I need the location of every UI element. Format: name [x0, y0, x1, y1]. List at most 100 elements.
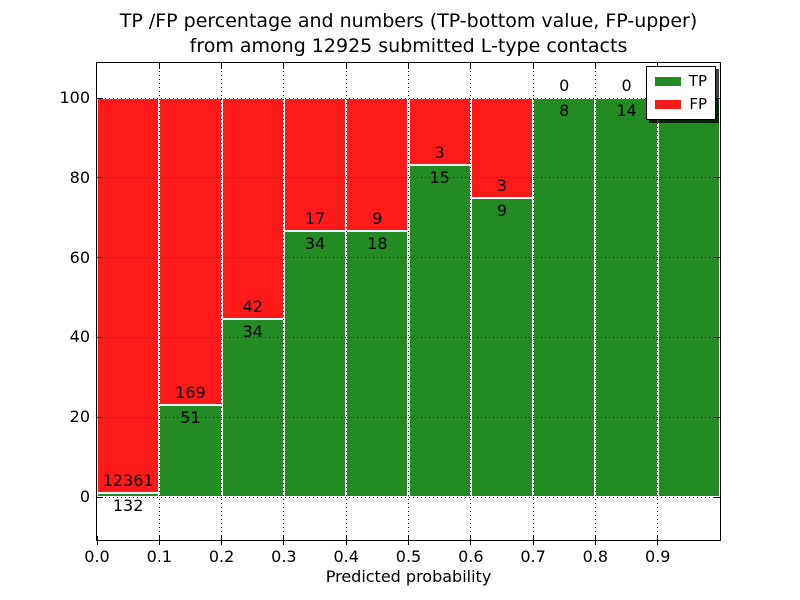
gridline-vertical	[408, 63, 409, 540]
bar-tp-segment	[470, 197, 534, 497]
y-tick-mark-left	[97, 257, 103, 259]
bar-tp-segment	[97, 492, 160, 497]
y-tick-mark-left	[97, 177, 103, 179]
x-tick-mark-top	[158, 63, 160, 69]
x-tick-label: 0.7	[520, 547, 546, 566]
bar-fp-segment	[346, 98, 409, 231]
bar-tp-segment	[533, 98, 596, 497]
bar-label-tp: 9	[496, 200, 508, 220]
legend-swatch-tp-icon	[655, 76, 681, 86]
y-tick-mark-right	[714, 177, 720, 179]
x-tick-mark	[283, 536, 285, 545]
chart-title: TP /FP percentage and numbers (TP-bottom…	[96, 9, 721, 59]
y-tick-label: 0	[79, 487, 90, 506]
x-axis-label: Predicted probability	[325, 567, 492, 586]
bar-label-tp: 15	[429, 167, 450, 187]
y-tick-mark-left	[97, 97, 103, 99]
bar-fp-segment	[283, 98, 347, 231]
y-tick-mark-right	[714, 496, 720, 498]
y-tick-label: 100	[59, 88, 90, 107]
gridline-vertical	[158, 63, 160, 540]
x-tick-label: 0.6	[458, 547, 484, 566]
bar-tp-segment	[221, 318, 284, 497]
x-tick-mark	[96, 536, 98, 545]
bar-label-fp: 0	[621, 76, 632, 95]
x-tick-mark	[345, 536, 347, 545]
x-tick-mark-top	[221, 63, 223, 69]
bar-label-tp: 14	[616, 101, 637, 120]
bar-tp-segment	[657, 98, 720, 497]
x-tick-mark	[657, 536, 659, 545]
legend-entry-tp: TP	[655, 73, 707, 89]
gridline-vertical	[283, 63, 285, 540]
legend-label-fp: FP	[689, 95, 707, 113]
chart-title-line1: TP /FP percentage and numbers (TP-bottom…	[119, 10, 698, 32]
x-tick-mark	[158, 536, 160, 545]
y-tick-label: 40	[69, 327, 90, 347]
bar-label-fp: 12361	[102, 470, 154, 490]
legend-swatch-fp-icon	[655, 99, 681, 109]
y-tick-mark-left	[97, 496, 103, 498]
x-tick-label: 0.0	[84, 547, 110, 566]
bar-label-tp: 34	[304, 234, 326, 253]
x-tick-mark-top	[283, 63, 285, 69]
x-tick-mark-top	[594, 63, 596, 69]
bar-label-fp: 3	[434, 142, 445, 162]
y-tick-mark-right	[714, 336, 720, 338]
bar-label-tp: 51	[180, 407, 201, 427]
y-tick-mark-left	[97, 416, 103, 418]
gridline-vertical	[657, 63, 659, 540]
bar-label-tp: 132	[112, 495, 144, 515]
x-tick-mark	[532, 536, 534, 545]
legend-label-tp: TP	[688, 72, 707, 90]
bar-label-fp: 17	[304, 209, 326, 228]
bar-label-tp: 18	[367, 234, 388, 253]
y-tick-label: 20	[69, 407, 90, 427]
plot-area: 1236113216951423417349183153908014060.00…	[59, 62, 721, 566]
bar-tp-segment	[595, 98, 658, 497]
gridline-vertical	[221, 63, 223, 540]
x-tick-mark	[470, 536, 472, 545]
bar-tp-segment	[283, 231, 347, 497]
bar-label-fp: 3	[496, 175, 508, 195]
bar-label-tp: 34	[242, 321, 263, 341]
bar-fp-segment	[470, 98, 534, 198]
x-tick-label: 0.9	[644, 547, 671, 566]
x-tick-label: 0.3	[271, 547, 297, 566]
bar-label-fp: 9	[372, 209, 383, 228]
y-tick-mark-right	[714, 257, 720, 259]
y-tick-label: 80	[69, 167, 90, 187]
x-tick-label: 0.1	[146, 547, 173, 566]
gridline-vertical	[470, 63, 472, 540]
bar-label-fp: 0	[559, 76, 570, 95]
x-tick-mark	[221, 536, 223, 545]
gridline-vertical	[345, 63, 347, 540]
gridline-vertical	[594, 63, 596, 540]
bar-fp-segment	[159, 98, 222, 405]
x-tick-mark	[408, 536, 409, 545]
x-tick-mark-top	[470, 63, 472, 69]
y-tick-mark-right	[714, 97, 720, 99]
bar-label-fp: 169	[175, 382, 206, 402]
legend: TP FP	[646, 66, 716, 120]
y-tick-mark-right	[714, 416, 720, 418]
x-tick-mark-top	[408, 63, 409, 69]
x-tick-label: 0.8	[582, 547, 609, 566]
bar-tp-segment	[159, 404, 222, 497]
x-tick-mark	[594, 536, 596, 545]
x-tick-mark-top	[532, 63, 534, 69]
y-tick-label: 60	[69, 247, 90, 267]
bar-fp-segment	[97, 98, 160, 493]
bar-label-fp: 42	[242, 296, 263, 316]
bar-label-tp: 8	[559, 101, 570, 120]
y-tick-mark-left	[97, 336, 103, 338]
x-tick-label: 0.4	[333, 547, 359, 566]
x-tick-mark-top	[345, 63, 347, 69]
x-tick-label: 0.2	[208, 547, 235, 566]
x-tick-label: 0.5	[395, 547, 422, 566]
chart-title-line2: from among 12925 submitted L-type contac…	[189, 35, 628, 57]
bar-fp-segment	[221, 98, 284, 319]
gridline-vertical	[532, 63, 534, 540]
bar-fp-segment	[408, 98, 471, 165]
